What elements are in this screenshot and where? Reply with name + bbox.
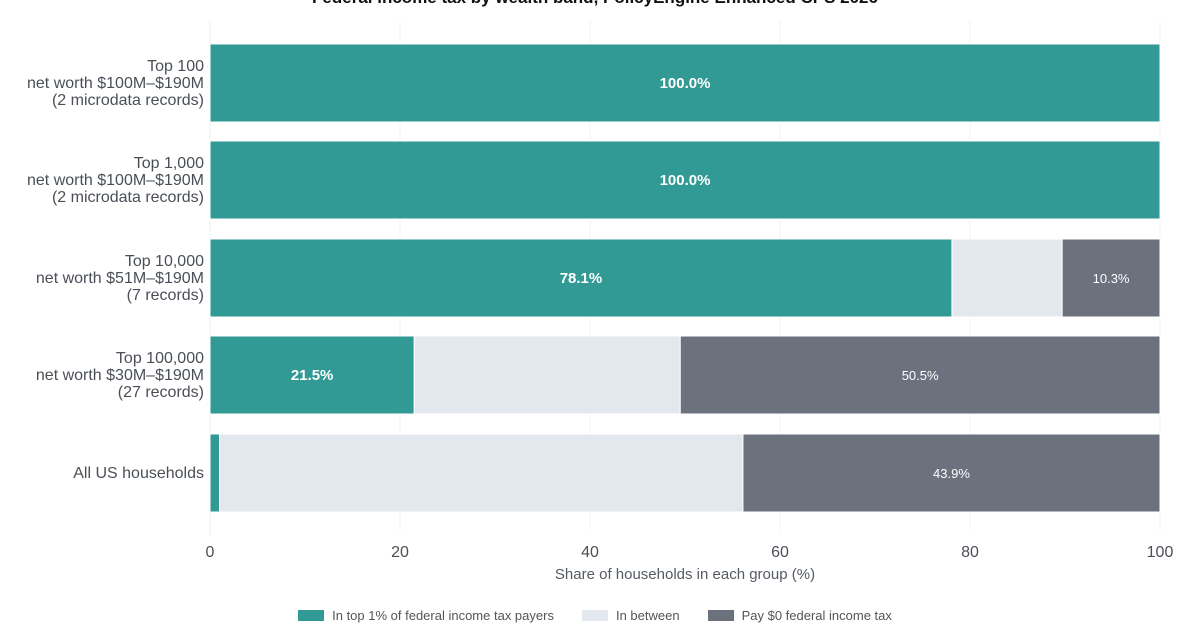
bar-value-label: 10.3% xyxy=(1093,271,1130,286)
chart-title: Federal income tax by wealth band, Polic… xyxy=(0,0,1190,8)
legend-label: In between xyxy=(615,608,680,623)
y-tick-label: Top 100 xyxy=(147,58,204,75)
bar-value-label: 78.1% xyxy=(560,270,603,287)
y-tick-label: Top 1,000 xyxy=(134,155,204,172)
x-axis-label: Share of households in each group (%) xyxy=(555,566,815,583)
y-tick-label: net worth $51M–$190M xyxy=(36,270,204,287)
bar-segment xyxy=(1061,238,1161,318)
bar-value-label: 43.9% xyxy=(933,466,970,481)
bar-segment xyxy=(209,140,1161,220)
legend-label: In top 1% of federal income tax payers xyxy=(332,608,554,623)
legend: In top 1% of federal income tax payers In… xyxy=(0,608,1190,623)
x-tick-label: 100 xyxy=(1147,544,1174,561)
y-tick-label: Top 10,000 xyxy=(125,253,204,270)
bar-segment xyxy=(209,433,220,513)
bar-segment xyxy=(209,43,1161,123)
y-tick-label: Top 100,000 xyxy=(116,350,204,367)
legend-item: Pay $0 federal income tax xyxy=(707,608,892,623)
x-tick-label: 40 xyxy=(581,544,599,561)
legend-item: In top 1% of federal income tax payers xyxy=(298,608,554,623)
bar-value-label: 100.0% xyxy=(660,75,711,92)
bar-value-label: 21.5% xyxy=(291,367,334,384)
legend-swatch xyxy=(581,610,608,621)
x-tick-label: 20 xyxy=(391,544,409,561)
x-tick-label: 60 xyxy=(771,544,789,561)
bar-segment xyxy=(742,433,1161,513)
y-tick-label: net worth $100M–$190M xyxy=(27,172,204,189)
legend-item: In between xyxy=(581,608,680,623)
bar-segment xyxy=(209,335,415,415)
y-tick-label: (7 records) xyxy=(127,287,204,304)
x-tick-label: 0 xyxy=(206,544,215,561)
y-tick-label: All US households xyxy=(73,465,204,482)
bar-value-label: 50.5% xyxy=(902,368,939,383)
legend-label: Pay $0 federal income tax xyxy=(741,608,892,623)
y-tick-label: (27 records) xyxy=(118,384,204,401)
legend-swatch xyxy=(707,610,734,621)
y-tick-label: net worth $100M–$190M xyxy=(27,75,204,92)
legend-swatch xyxy=(298,610,325,621)
y-tick-label: (2 microdata records) xyxy=(52,189,204,206)
bar-segment xyxy=(219,433,744,513)
bar-value-label: 100.0% xyxy=(660,172,711,189)
bar-segment xyxy=(209,238,953,318)
bar-segment xyxy=(413,335,681,415)
y-tick-label: net worth $30M–$190M xyxy=(36,367,204,384)
x-tick-label: 80 xyxy=(961,544,979,561)
bar-segment xyxy=(679,335,1161,415)
bar-segment xyxy=(951,238,1063,318)
y-tick-label: (2 microdata records) xyxy=(52,92,204,109)
